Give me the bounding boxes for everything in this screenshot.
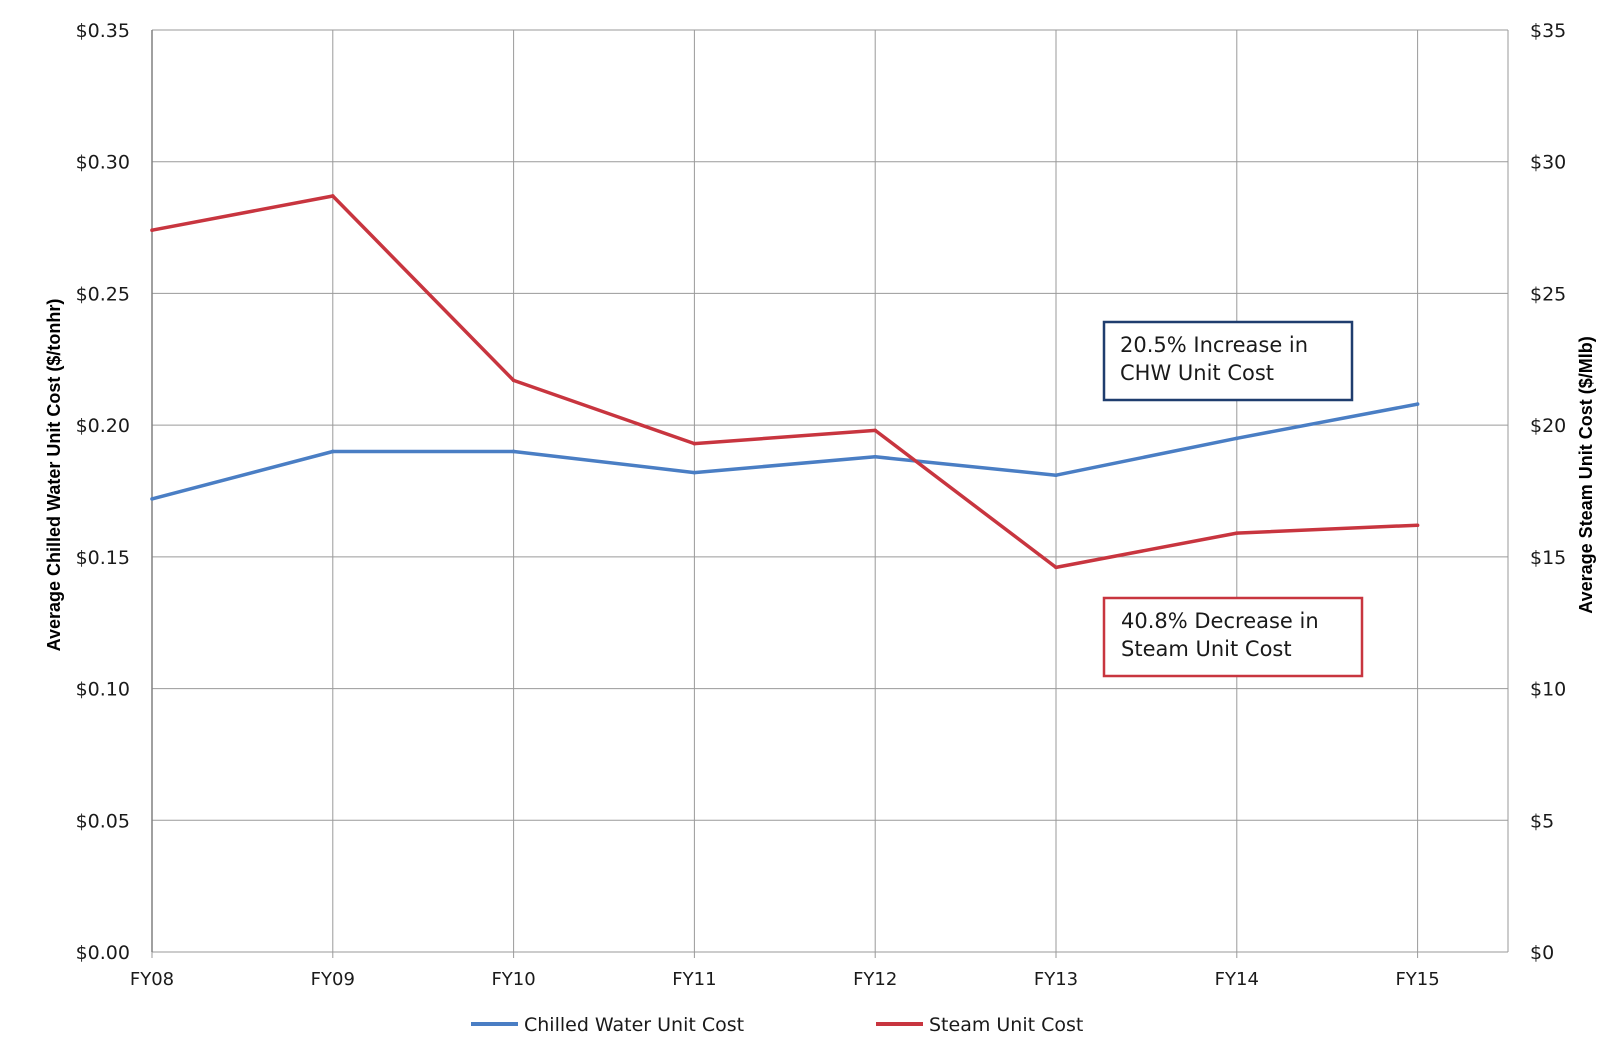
series-layer	[150, 194, 1420, 570]
x-tick-label: FY10	[491, 969, 535, 990]
annotation-chw-line-1: 20.5% Increase in	[1120, 333, 1308, 357]
x-tick-label: FY08	[130, 969, 174, 990]
x-tick-label: FY14	[1215, 969, 1259, 990]
y-right-tick-label: $35	[1530, 20, 1566, 42]
data-point-steam	[1054, 565, 1058, 570]
y-left-tick-label: $0.15	[76, 547, 130, 569]
data-point-steam	[873, 428, 877, 433]
annotation-chw-line-2: CHW Unit Cost	[1120, 361, 1274, 385]
annotation-steam-line-2: Steam Unit Cost	[1121, 637, 1292, 661]
x-tick-label: FY13	[1034, 969, 1078, 990]
y-left-tick-label: $0.25	[76, 283, 130, 305]
y-left-tick-label: $0.10	[76, 679, 130, 701]
data-point-chilled-water	[1235, 436, 1239, 441]
annotation-chw-increase: 20.5% Increase in CHW Unit Cost	[1102, 320, 1354, 402]
y-left-tick-label: $0.20	[76, 415, 130, 437]
data-point-chilled-water	[873, 454, 877, 459]
data-point-chilled-water	[511, 449, 516, 454]
y-left-tick-label: $0.05	[76, 810, 130, 832]
y-left-tick-label: $0.00	[76, 942, 130, 964]
tick-layer: $0.00 $0 $0.05 $5 $0.10 $10 $0.15 $15 $0.20 $20 $0…	[76, 20, 1567, 990]
series-line-chilled-water	[151, 402, 1418, 501]
y-right-tick-label: $15	[1530, 547, 1566, 569]
y-right-tick-label: $10	[1530, 679, 1566, 701]
data-point-chilled-water	[692, 470, 697, 475]
data-point-steam	[692, 441, 697, 446]
data-point-steam	[1415, 523, 1420, 528]
y-left-tick-label: $0.35	[76, 20, 130, 42]
data-point-chilled-water	[1054, 473, 1058, 477]
y-right-tick-label: $0	[1530, 942, 1554, 964]
x-tick-label: FY11	[672, 969, 716, 990]
grid-layer	[151, 29, 1509, 958]
annotation-steam-box	[1102, 596, 1364, 678]
data-point-chilled-water	[150, 497, 154, 501]
data-point-chilled-water	[1415, 402, 1420, 406]
annotation-steam-decrease: 40.8% Decrease in Steam Unit Cost	[1102, 596, 1364, 678]
data-point-steam	[1235, 531, 1239, 535]
data-point-chilled-water	[331, 449, 335, 454]
y-right-tick-label: $5	[1530, 810, 1554, 832]
x-tick-label: FY09	[311, 969, 355, 990]
y-axis-left-title: Average Chilled Water Unit Cost ($/tonhr…	[44, 299, 64, 652]
y-right-tick-label: $30	[1530, 152, 1566, 174]
y-right-tick-label: $20	[1530, 415, 1566, 437]
annotation-steam-line-1: 40.8% Decrease in	[1121, 609, 1319, 633]
legend-label-chilled-water: Chilled Water Unit Cost	[524, 1014, 744, 1036]
y-left-tick-label: $0.30	[76, 152, 130, 174]
series-line-steam	[151, 194, 1418, 570]
y-axis-right-title: Average Steam Unit Cost ($/Mlb)	[1576, 336, 1596, 613]
x-tick-label: FY12	[853, 969, 897, 990]
data-point-steam	[331, 194, 335, 198]
y-right-tick-label: $25	[1530, 283, 1566, 305]
data-point-steam	[511, 378, 516, 383]
annotation-chw-box	[1102, 320, 1354, 402]
legend-label-steam: Steam Unit Cost	[929, 1014, 1083, 1036]
legend: Chilled Water Unit Cost Steam Unit Cost	[471, 1014, 1083, 1036]
data-point-steam	[150, 228, 154, 233]
x-tick-label: FY15	[1395, 969, 1439, 990]
